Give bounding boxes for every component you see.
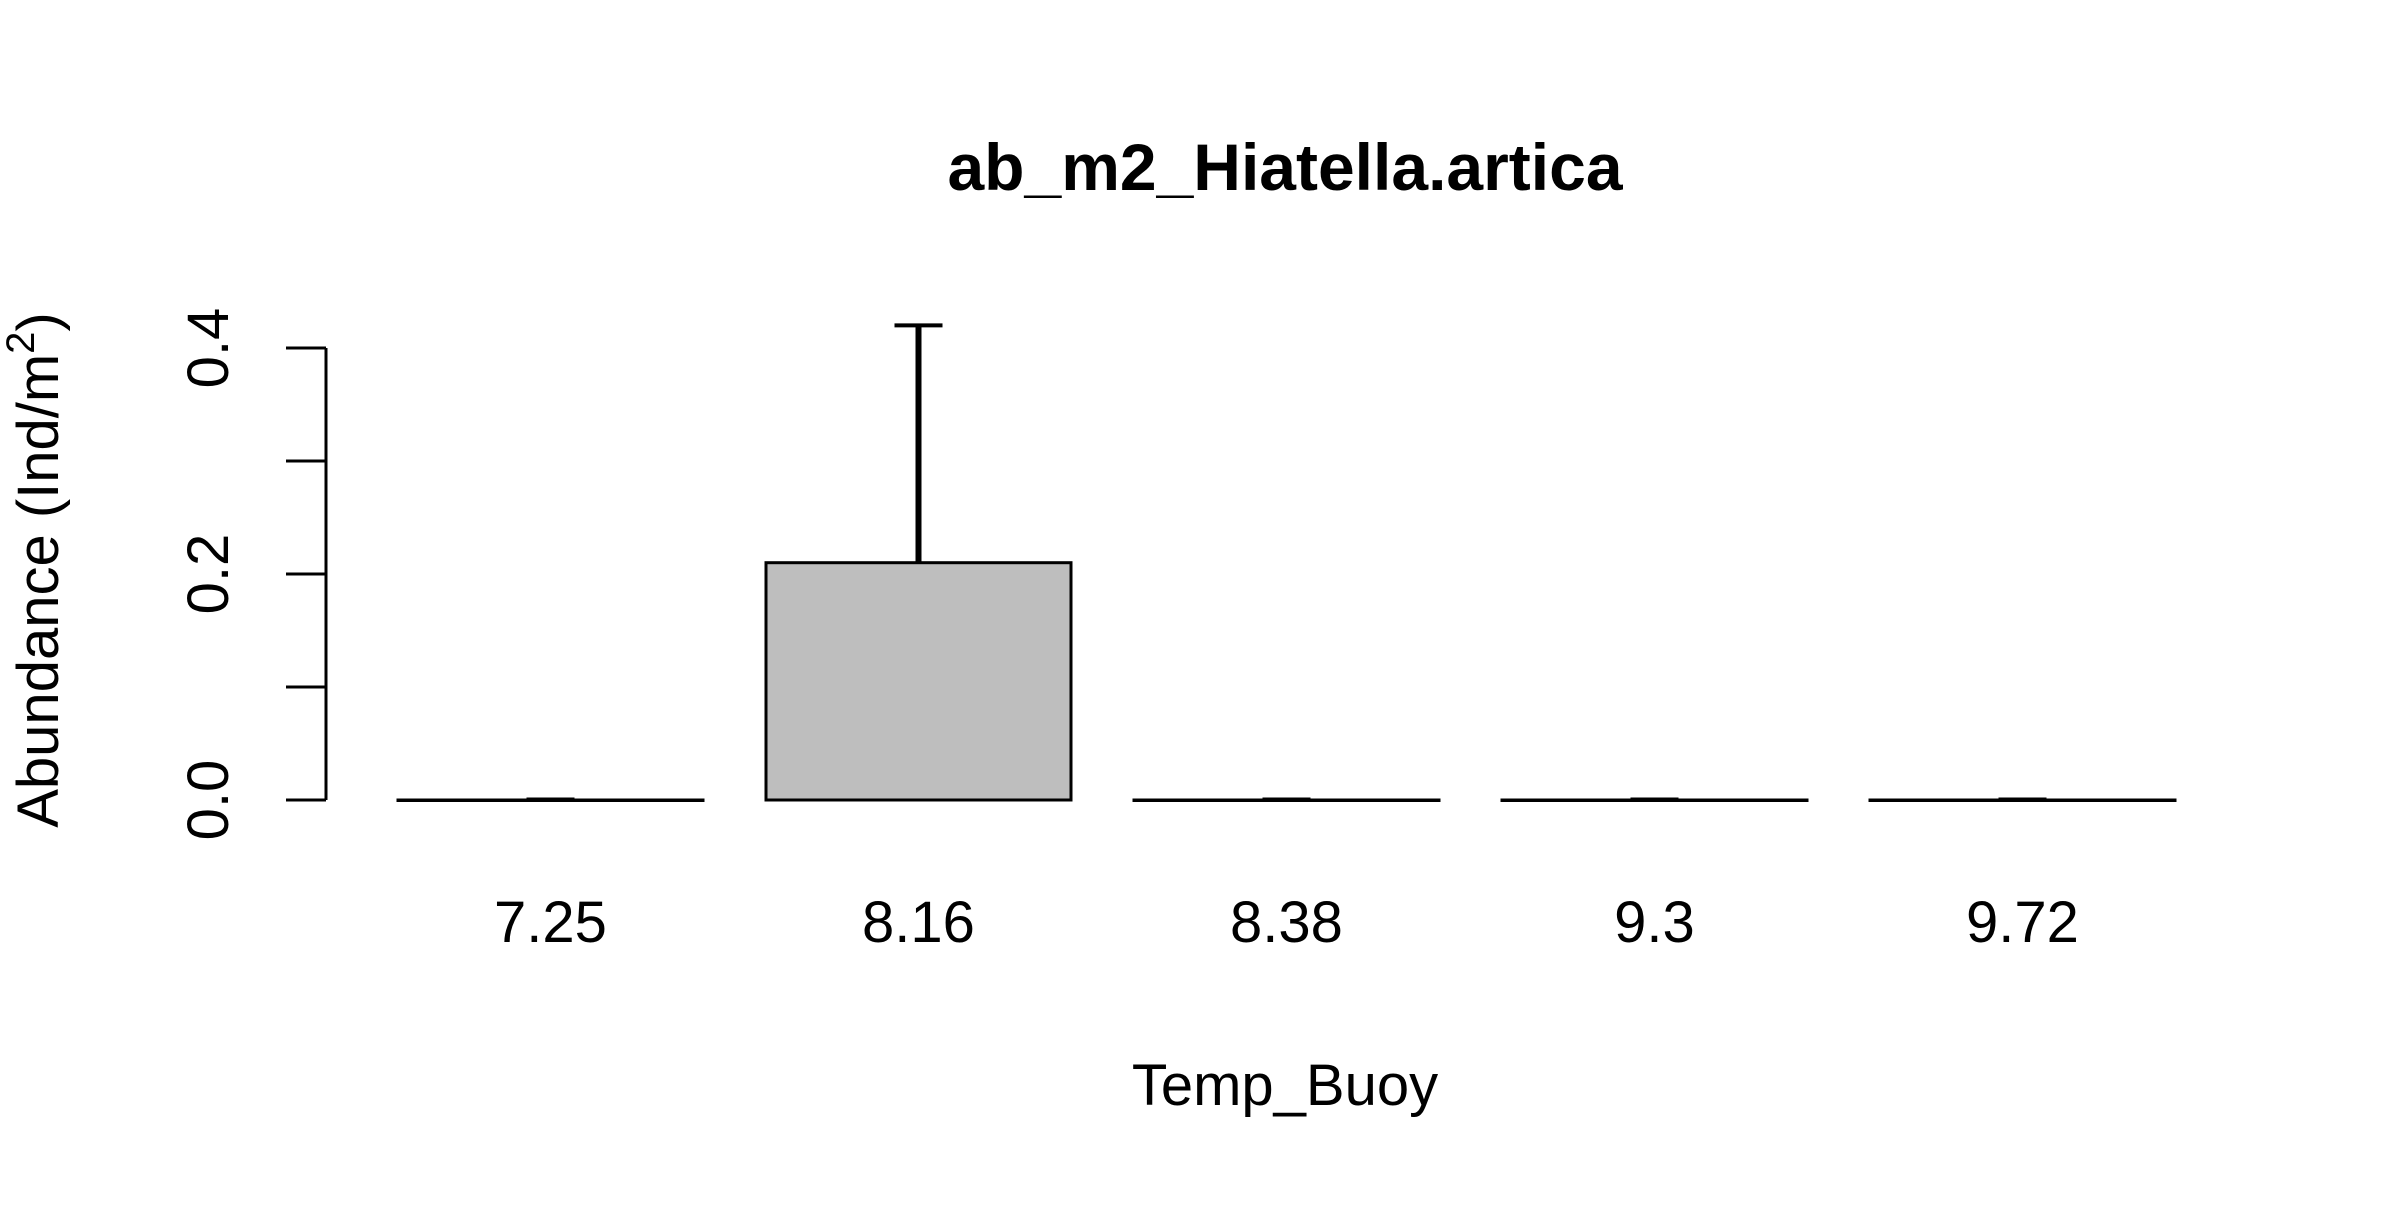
y-axis-label-suffix: )	[6, 312, 71, 331]
y-axis-label-superscript: 2	[0, 332, 43, 354]
x-tick-label: 9.3	[1614, 890, 1695, 955]
x-axis-label: Temp_Buoy	[1132, 1053, 1438, 1118]
x-tick-label: 9.72	[1966, 890, 2079, 955]
error-bars-group	[526, 323, 2047, 801]
x-tick-label: 8.38	[1230, 890, 1343, 955]
x-tick-label: 7.25	[494, 890, 607, 955]
x-axis-tick-labels: 7.25 8.16 8.38 9.3 9.72	[494, 890, 2079, 955]
bar	[764, 561, 1073, 802]
chart-title: ab_m2_Hiatella.artica	[947, 130, 1623, 204]
y-axis-label-main: Abundance (Ind/m	[6, 354, 71, 828]
y-axis-label: Abundance (Ind/m2)	[0, 312, 71, 828]
y-tick-label: 0.0	[176, 760, 241, 841]
y-tick-label: 0.2	[176, 534, 241, 615]
y-tick-label: 0.4	[176, 308, 241, 389]
y-axis-label-group: Abundance (Ind/m2)	[0, 312, 71, 828]
bars-group	[396, 561, 2177, 802]
y-axis-ticks: 0.0 0.2 0.4	[176, 308, 326, 841]
x-tick-label: 8.16	[862, 890, 975, 955]
